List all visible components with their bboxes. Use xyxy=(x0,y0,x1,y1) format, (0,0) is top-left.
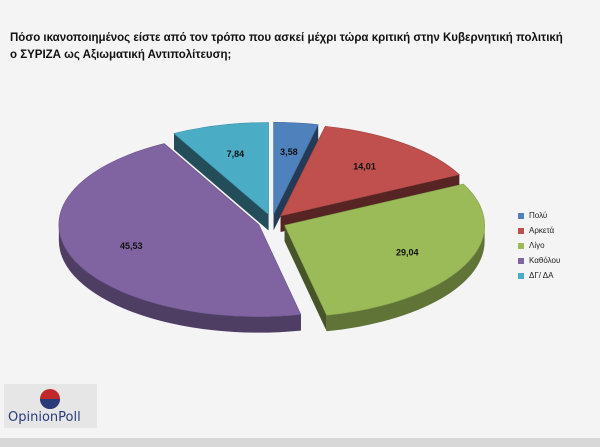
legend-swatch xyxy=(518,212,524,219)
opinionpoll-logo: OpinionPoll xyxy=(4,384,97,428)
pie-slice-value-label: 29,04 xyxy=(396,247,419,257)
legend-label: Πολύ xyxy=(529,211,548,220)
legend-item: Αρκετά xyxy=(518,223,560,238)
pie-tops xyxy=(58,122,485,317)
pie-slice xyxy=(284,183,485,316)
legend-label: ΔΓ/ ΔΑ xyxy=(529,271,554,280)
pie-slice xyxy=(58,143,302,317)
legend-swatch xyxy=(518,242,524,249)
pie-slice-side xyxy=(326,225,485,332)
legend-label: Καθόλου xyxy=(529,256,561,265)
logo-emblem-icon xyxy=(40,389,60,409)
pie-slice-value-label: 45,53 xyxy=(120,241,143,251)
pie-slice xyxy=(173,122,269,216)
legend-item: Καθόλου xyxy=(518,253,560,268)
pie-labels: 3,58 14,01 29,04 45,53 7,84 xyxy=(120,147,419,257)
logo-text: OpinionPoll xyxy=(8,410,81,425)
pie-slice-side xyxy=(58,224,301,333)
pie-slice-wall xyxy=(284,225,327,332)
legend-swatch xyxy=(518,272,524,279)
bottom-rule xyxy=(0,438,600,447)
legend-item: Πολύ xyxy=(518,208,560,223)
pie-slice-value-label: 14,01 xyxy=(353,162,376,172)
legend-swatch xyxy=(518,227,524,234)
pie-slice-value-label: 3,58 xyxy=(280,147,298,157)
pie-slice-value-label: 7,84 xyxy=(227,149,245,159)
legend-item: Λίγο xyxy=(518,238,560,253)
legend-swatch xyxy=(518,257,524,264)
legend-label: Αρκετά xyxy=(529,226,555,235)
pie-slice-wall xyxy=(273,124,319,231)
pie-slice-wall xyxy=(174,133,269,231)
chart-title: Πόσο ικανοποιημένος είστε από τον τρόπο … xyxy=(10,32,563,61)
legend-label: Λίγο xyxy=(529,241,545,250)
legend-item: ΔΓ/ ΔΑ xyxy=(518,268,560,283)
chart-legend: Πολύ Αρκετά Λίγο Καθόλου ΔΓ/ ΔΑ xyxy=(518,208,560,283)
pie-slice xyxy=(280,125,460,217)
pie-slice xyxy=(273,122,319,215)
